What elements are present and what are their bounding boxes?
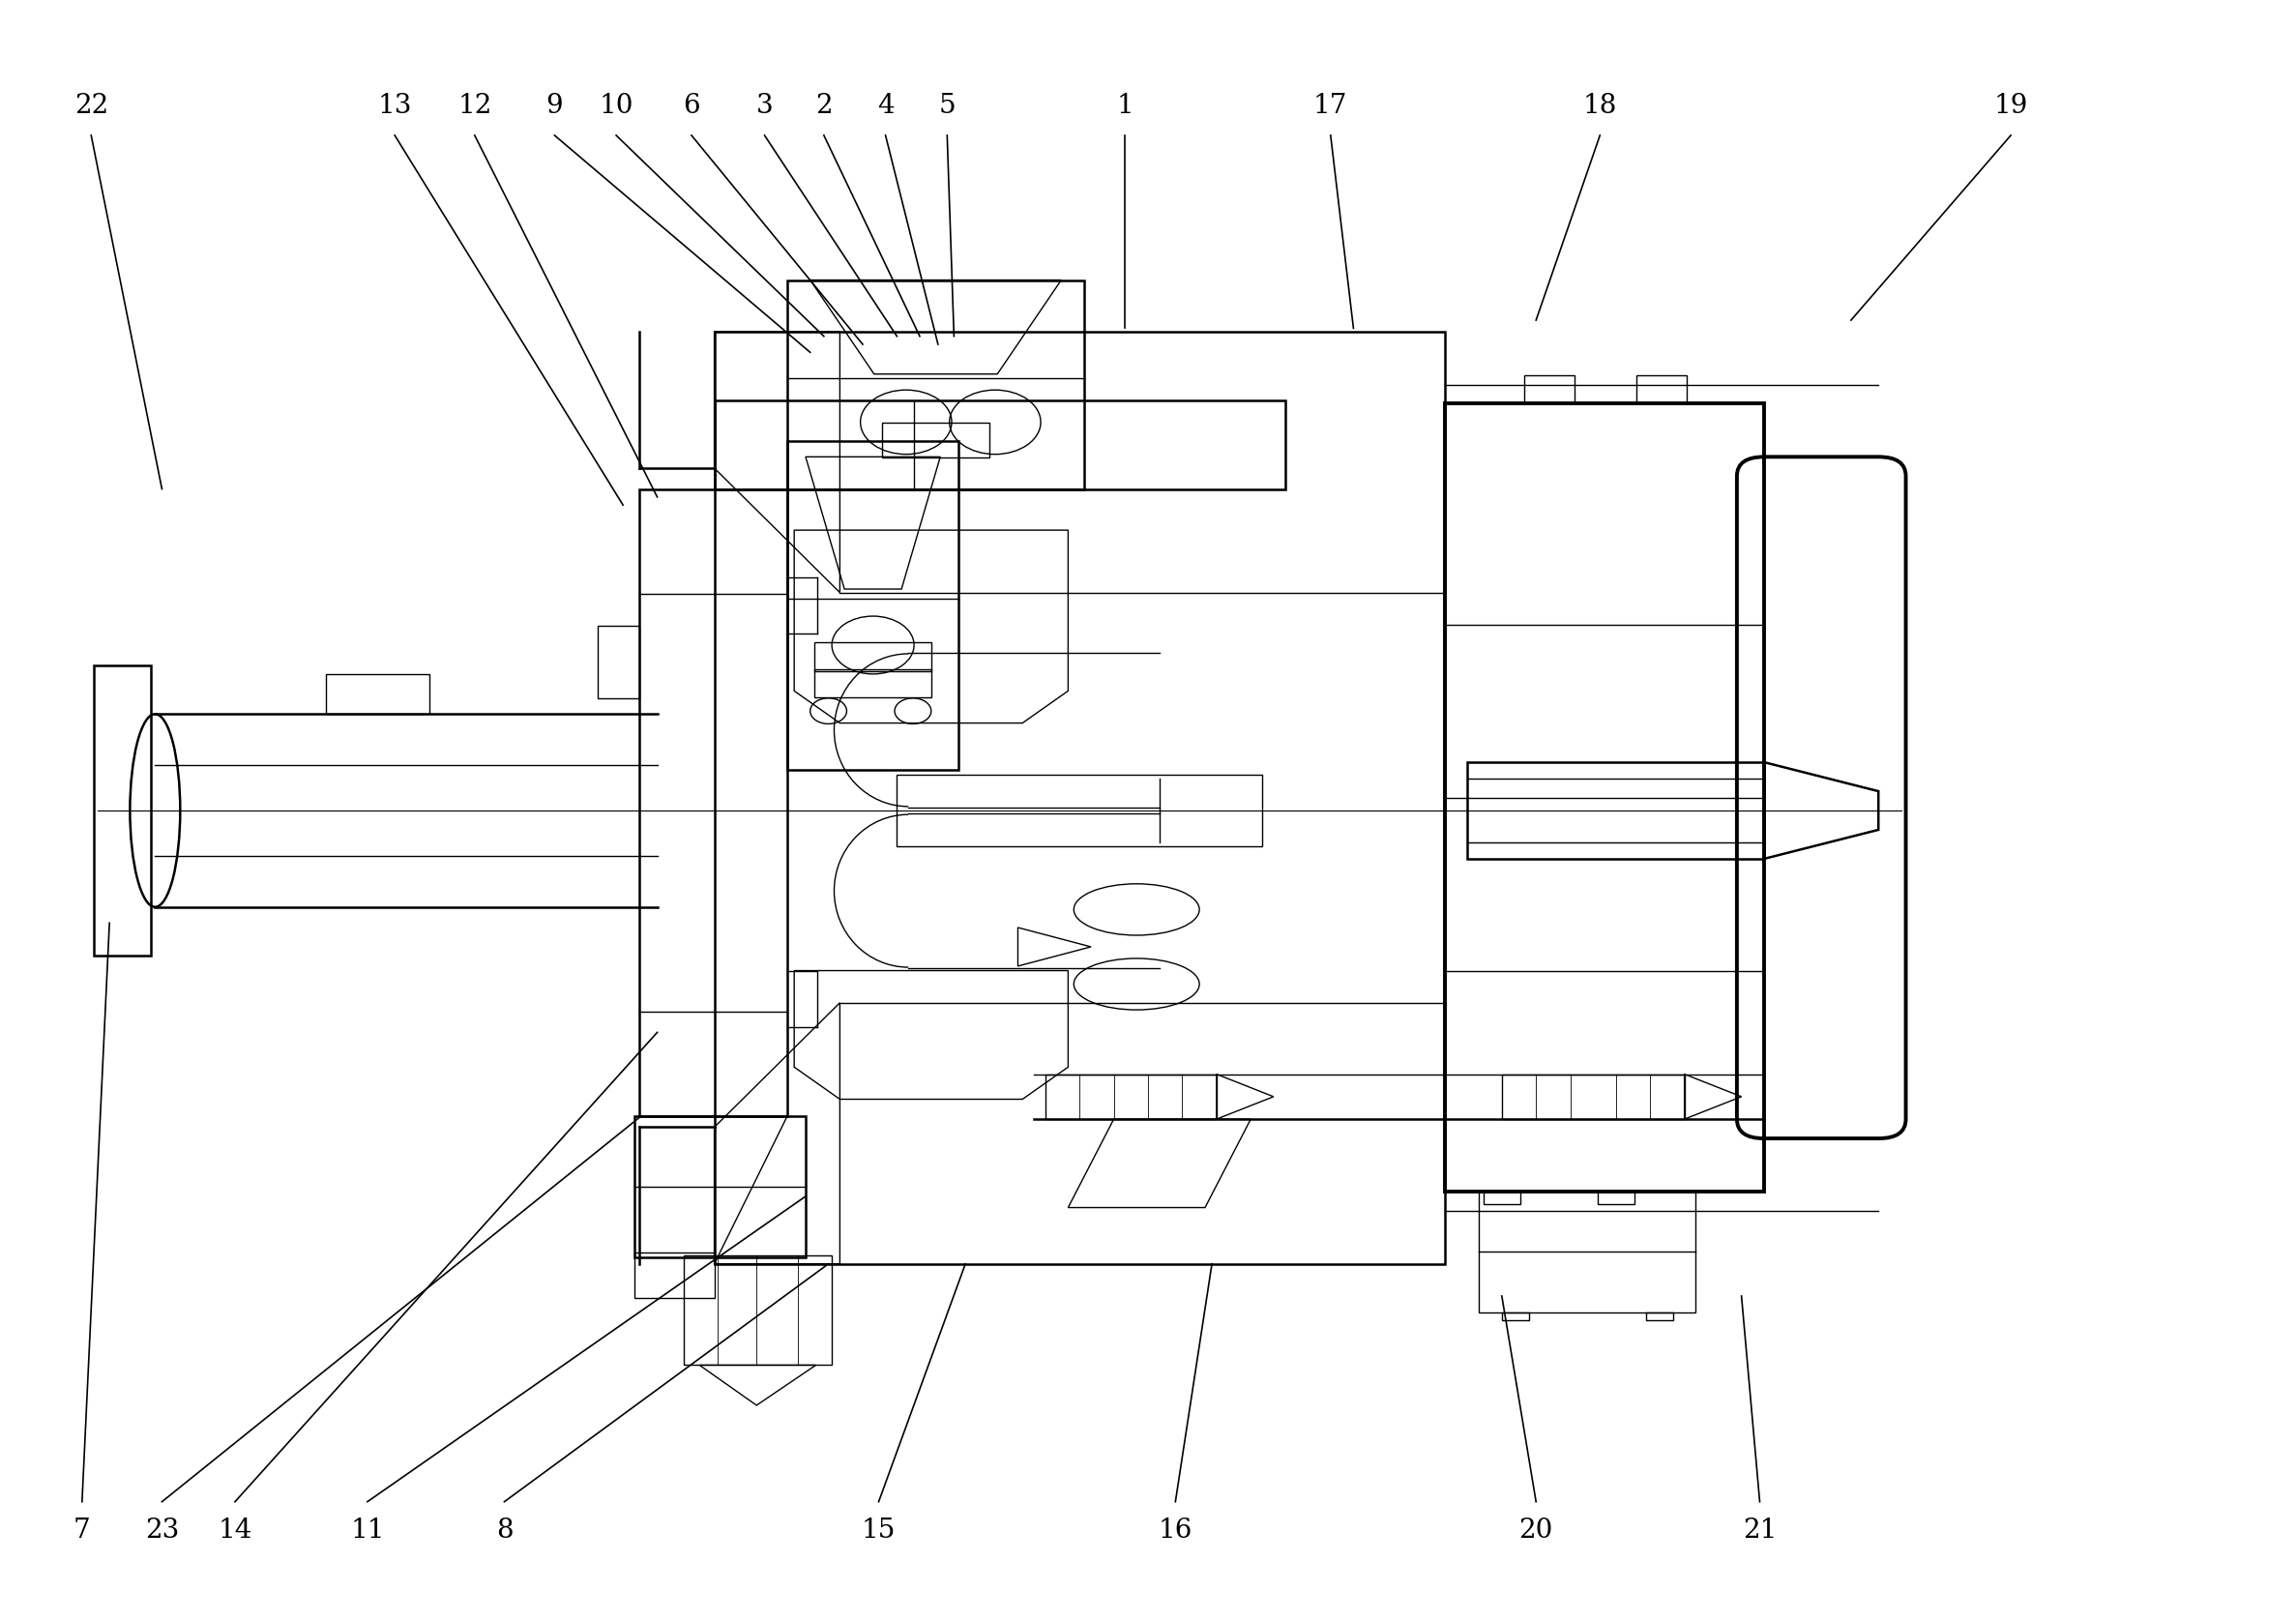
Bar <box>684 1256 831 1365</box>
Text: 16: 16 <box>1157 1517 1192 1543</box>
Text: 23: 23 <box>145 1517 179 1543</box>
Bar <box>1598 1191 1635 1204</box>
Bar <box>882 423 990 457</box>
Bar <box>1467 762 1763 859</box>
Text: 12: 12 <box>457 92 491 120</box>
Text: 19: 19 <box>1993 92 2027 120</box>
Bar <box>638 490 788 1115</box>
Bar <box>1502 1311 1529 1319</box>
Bar <box>788 280 1084 490</box>
Text: 13: 13 <box>377 92 411 120</box>
Text: 8: 8 <box>496 1517 512 1543</box>
Text: 22: 22 <box>73 92 108 120</box>
Bar <box>1646 1311 1674 1319</box>
Bar <box>815 642 932 671</box>
Text: 6: 6 <box>682 92 700 120</box>
Bar <box>1479 1191 1697 1311</box>
Bar <box>714 331 1444 1264</box>
Bar <box>634 1115 806 1258</box>
Text: 14: 14 <box>218 1517 253 1543</box>
Bar <box>898 775 1263 846</box>
Bar <box>94 666 152 955</box>
Text: 9: 9 <box>546 92 563 120</box>
Bar <box>1045 1075 1217 1118</box>
Bar <box>1444 404 1763 1191</box>
Text: 15: 15 <box>861 1517 895 1543</box>
Bar <box>815 669 932 697</box>
Text: 20: 20 <box>1520 1517 1552 1543</box>
Bar <box>634 1253 714 1297</box>
Text: 1: 1 <box>1116 92 1134 120</box>
Text: 21: 21 <box>1743 1517 1777 1543</box>
Bar <box>1637 374 1688 404</box>
Bar <box>714 400 1286 490</box>
Text: 7: 7 <box>73 1517 90 1543</box>
Text: 18: 18 <box>1582 92 1616 120</box>
Text: 11: 11 <box>351 1517 383 1543</box>
Bar <box>1502 1075 1685 1118</box>
Text: 10: 10 <box>599 92 634 120</box>
Bar <box>597 626 638 699</box>
Text: 5: 5 <box>939 92 955 120</box>
Text: 2: 2 <box>815 92 833 120</box>
Bar <box>1525 374 1575 404</box>
Bar <box>326 674 429 713</box>
Text: 17: 17 <box>1313 92 1348 120</box>
Text: 4: 4 <box>877 92 893 120</box>
Bar <box>788 441 957 770</box>
Text: 3: 3 <box>755 92 774 120</box>
Bar <box>1483 1191 1520 1204</box>
